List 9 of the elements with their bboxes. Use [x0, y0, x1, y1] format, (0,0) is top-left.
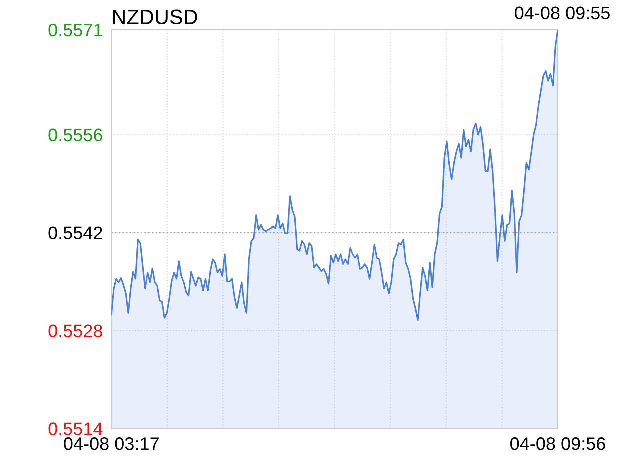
- x-tick-label: 04-08 03:17: [64, 438, 159, 450]
- chart-title: NZDUSD: [113, 10, 198, 25]
- y-tick-label: 0.5571: [48, 24, 102, 37]
- x-tick-label: 04-08 09:56: [510, 438, 606, 450]
- y-tick-label: 0.5528: [48, 324, 102, 338]
- y-tick-label: 0.5556: [48, 128, 102, 142]
- y-tick-label: 0.5542: [48, 226, 102, 240]
- y-tick-label: 0.5514: [48, 422, 103, 436]
- text: 04-08 09:55: [515, 6, 610, 20]
